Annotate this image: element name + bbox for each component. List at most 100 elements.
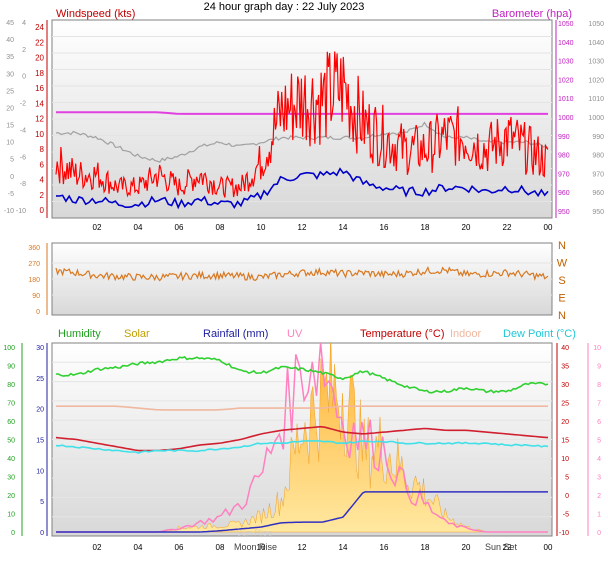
rainfall-label: Rainfall (mm) bbox=[203, 328, 268, 340]
panel3-rain-tick: 20 bbox=[36, 407, 44, 414]
panel1-x-tick: 04 bbox=[134, 223, 143, 232]
panel3-x-tick: 14 bbox=[339, 543, 348, 552]
windspeed-gust-line bbox=[55, 51, 549, 198]
panel3-humidity-tick: 60 bbox=[7, 419, 15, 426]
chart-title: 24 hour graph day : 22 July 2023 bbox=[204, 1, 365, 13]
panel3-temp-tick: 40 bbox=[561, 345, 569, 352]
panel1-outer-left-tick: 40 bbox=[6, 37, 14, 44]
panel1-x-tick: 08 bbox=[216, 223, 225, 232]
panel2-compass-tick: N bbox=[558, 240, 566, 252]
panel1-baro-tick: 1050 bbox=[558, 21, 574, 28]
panel1-right-tick: 970 bbox=[592, 171, 604, 178]
humidity-line bbox=[55, 355, 549, 394]
panel3-uv-tick: 5 bbox=[597, 438, 601, 445]
panel1-baro-tick: 950 bbox=[558, 209, 570, 216]
panel1-outer-left-tick: -5 bbox=[8, 191, 14, 198]
panel1-x-tick: 14 bbox=[339, 223, 348, 232]
panel1-baro-tick: 990 bbox=[558, 134, 570, 141]
panel3-uv-tick: 9 bbox=[597, 364, 601, 371]
panel3-x-ticks: 02 04 06 08 10 12 14 16 18 20 22 00 bbox=[93, 543, 553, 552]
panel3-humidity-tick: 50 bbox=[7, 438, 15, 445]
panel3-uv-tick: 10 bbox=[593, 345, 601, 352]
panel1-wind-tick: 20 bbox=[35, 54, 44, 63]
panel3-x-tick: 18 bbox=[421, 543, 430, 552]
panel3-humidity-tick: 90 bbox=[7, 364, 15, 371]
panel1-outer-left-tick: 20 bbox=[6, 105, 14, 112]
panel1-baro-tick: 1010 bbox=[558, 96, 574, 103]
panel1-inner-left-tick: -8 bbox=[20, 181, 26, 188]
panel3-uv-tick: 7 bbox=[597, 401, 601, 408]
panel1-inner-left-tick: -10 bbox=[16, 208, 26, 215]
panel1-baro-tick: 960 bbox=[558, 190, 570, 197]
panel1-inner-left-tick: -6 bbox=[20, 154, 26, 161]
panel1-right-tick: 960 bbox=[592, 190, 604, 197]
panel3-x-tick: 08 bbox=[216, 543, 225, 552]
panel1-baro-tick: 1040 bbox=[558, 40, 574, 47]
panel1-outer-left-tick: 5 bbox=[10, 157, 14, 164]
panel3-x-tick: 20 bbox=[462, 543, 471, 552]
indoor-line bbox=[56, 405, 548, 411]
panel2-compass-tick: S bbox=[558, 275, 565, 287]
panel3-humidity-tick: 80 bbox=[7, 382, 15, 389]
uv-label: UV bbox=[287, 328, 303, 340]
panel1-wind-tick: 8 bbox=[40, 145, 45, 154]
panel3-x-tick: 00 bbox=[544, 543, 553, 552]
moon-rise-annotation: Moon Rise bbox=[234, 542, 277, 552]
panel1-outer-left-tick: 30 bbox=[6, 71, 14, 78]
humidity-label: Humidity bbox=[58, 328, 101, 340]
panel1-inner-left-tick: -2 bbox=[20, 101, 26, 108]
panel2-compass-tick: N bbox=[558, 310, 566, 322]
solar-label: Solar bbox=[124, 328, 150, 340]
panel3-temp-tick: 20 bbox=[561, 419, 569, 426]
panel1-baro-tick: 980 bbox=[558, 153, 570, 160]
panel1-x-tick: 12 bbox=[298, 223, 307, 232]
panel3-x-tick: 04 bbox=[134, 543, 143, 552]
panel1-x-tick: 10 bbox=[257, 223, 266, 232]
panel2-left-tick: 0 bbox=[36, 309, 40, 316]
panel1-outer-left-tick: 25 bbox=[6, 88, 14, 95]
panel3-uv-tick: 3 bbox=[597, 475, 601, 482]
windspeed-label: Windspeed (kts) bbox=[56, 8, 135, 20]
panel3-humidity-tick: 70 bbox=[7, 401, 15, 408]
panel3-humidity-tick: 100 bbox=[3, 345, 15, 352]
panel3-axis-ticks: 1009080706050403020100302520151050403530… bbox=[3, 343, 601, 537]
rainfall-line bbox=[56, 491, 548, 533]
panel1-wind-tick: 2 bbox=[40, 191, 45, 200]
panel3-rain-tick: 5 bbox=[40, 499, 44, 506]
panel1-wind-tick: 0 bbox=[40, 206, 45, 215]
panel1-right-tick: 1050 bbox=[588, 21, 604, 28]
panel1-baro-tick: 970 bbox=[558, 171, 570, 178]
panel1-outer-left-tick: 0 bbox=[10, 174, 14, 181]
panel2-left-tick: 90 bbox=[32, 293, 40, 300]
panel1-wind-tick: 22 bbox=[35, 38, 44, 47]
panel3-temp-tick: 30 bbox=[561, 382, 569, 389]
panel3-rain-tick: 0 bbox=[40, 530, 44, 537]
panel1-series bbox=[55, 51, 549, 210]
panel3-uv-tick: 4 bbox=[597, 456, 601, 463]
panel1-baro-tick: 1000 bbox=[558, 115, 574, 122]
panel1-wind-tick: 6 bbox=[40, 160, 45, 169]
panel3-temp-tick: -5 bbox=[563, 512, 569, 519]
panel1-wind-tick: 4 bbox=[40, 176, 45, 185]
panel2-series bbox=[55, 265, 549, 282]
panel1-right-tick: 1020 bbox=[588, 77, 604, 84]
panel1-right-tick: 950 bbox=[592, 209, 604, 216]
panel1-x-tick: 00 bbox=[544, 223, 553, 232]
panel1-outer-left-tick: 10 bbox=[6, 140, 14, 147]
panel3-x-tick: 22 bbox=[503, 543, 512, 552]
panel1-right-tick: 1040 bbox=[588, 40, 604, 47]
panel3-uv-tick: 1 bbox=[597, 512, 601, 519]
panel1-x-tick: 18 bbox=[421, 223, 430, 232]
panel3-uv-tick: 6 bbox=[597, 419, 601, 426]
panel1-wind-tick: 24 bbox=[35, 23, 44, 32]
panel1-x-tick: 22 bbox=[503, 223, 512, 232]
panel2-left-tick: 180 bbox=[28, 277, 40, 284]
panel1-outer-left-tick: 35 bbox=[6, 54, 14, 61]
dewpoint-label: Dew Point (°C) bbox=[503, 328, 576, 340]
panel2-left-tick: 360 bbox=[28, 245, 40, 252]
temperature-label: Temperature (°C) bbox=[360, 328, 444, 340]
panel3-x-tick: 02 bbox=[93, 543, 102, 552]
panel1-outer-left-tick: 45 bbox=[6, 20, 14, 27]
